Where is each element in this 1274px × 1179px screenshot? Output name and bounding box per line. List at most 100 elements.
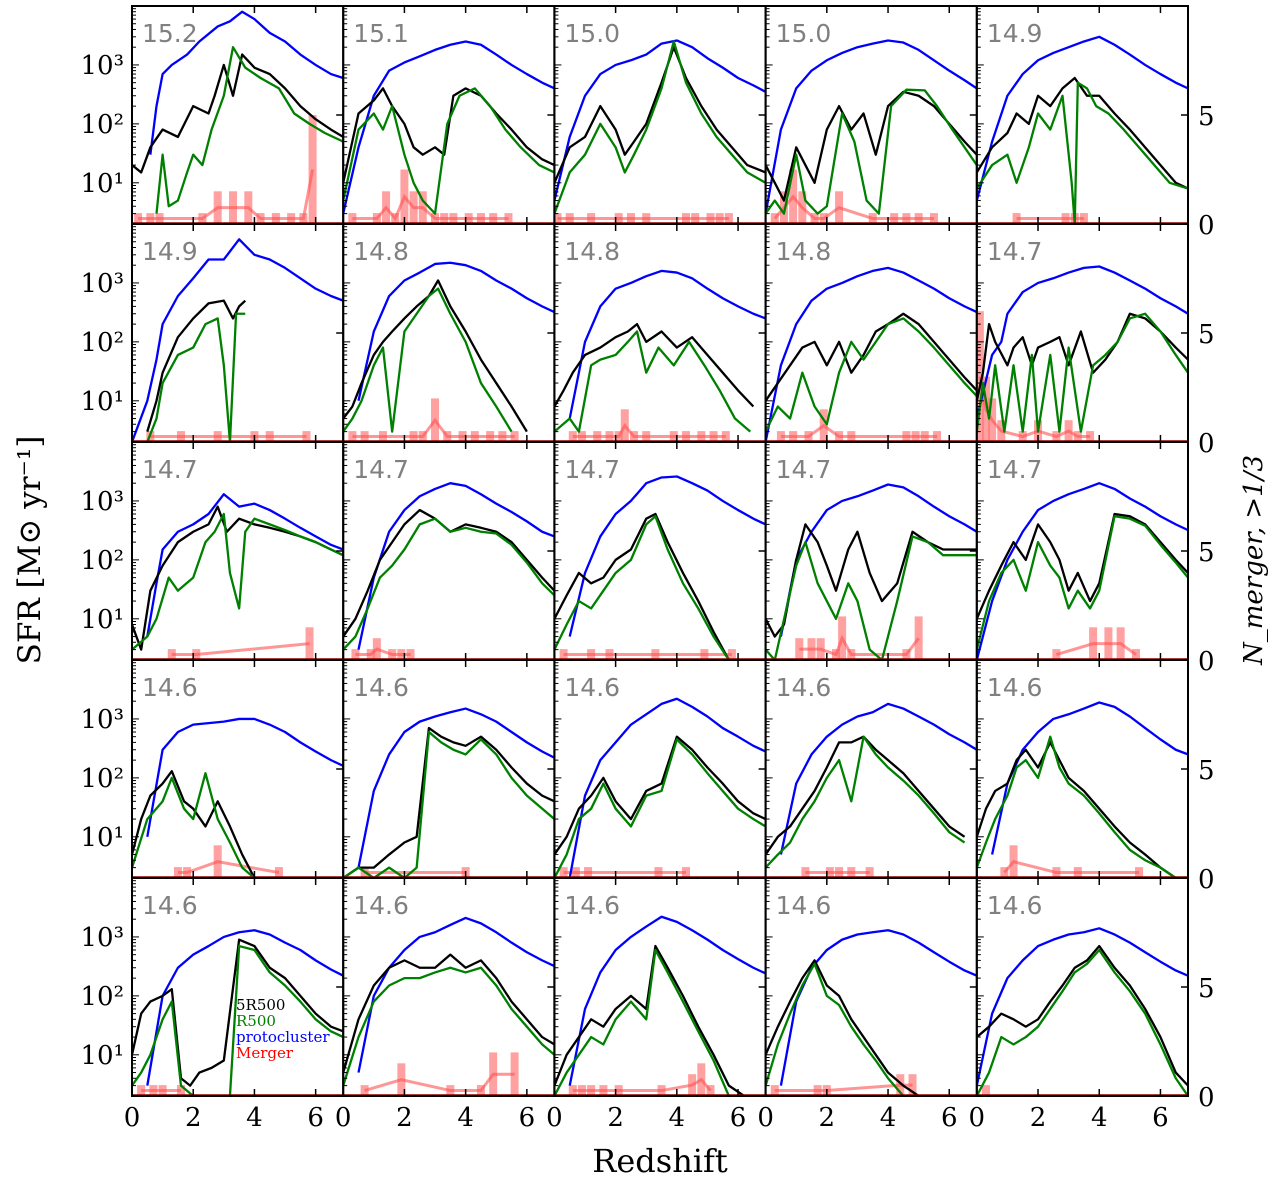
5r500-line [343,953,555,1073]
5r500-line [554,512,730,660]
merger-line [177,860,280,875]
merger-line [572,423,726,439]
panel-mass-label: 14.6 [776,891,832,920]
panel-mass-label: 14.7 [987,237,1043,266]
5r500-line [765,959,920,1096]
panel-plot-area [765,929,977,1096]
5r500-line [765,523,977,638]
y-axis-right-label: N_merger, >1/3 [1239,455,1269,666]
panel-plot-area [976,265,1188,442]
5r500-line [554,735,766,856]
r500-line [765,535,977,660]
panel: 14.7 [764,441,978,661]
5r500-line [146,299,247,432]
r500-line [976,515,1188,650]
x-tick-label: 4 [1091,1103,1108,1133]
panel: 14.8 [342,223,556,443]
panel-mass-label: 14.8 [776,237,832,266]
protocluster-line [146,929,344,1086]
panel-plot-area [765,483,977,660]
y-tick-label: 10² [80,764,124,794]
panel-mass-label: 15.1 [353,19,409,48]
panel-mass-label: 14.6 [353,673,409,702]
r500-line [976,312,1188,433]
r500-line [343,287,513,433]
panel-mass-label: 14.6 [987,891,1043,920]
panel-mass-label: 14.6 [142,891,198,920]
panel-plot-area [976,482,1188,660]
panel-plot-area [765,266,977,442]
r500-line [976,81,1188,224]
legend-entry: R500 [236,1012,276,1030]
panel-mass-label: 14.7 [142,455,198,484]
y-tick-label: 10¹ [80,823,124,853]
y-right-tick-label: 5 [1198,756,1215,786]
panel-plot-area [765,702,977,878]
panel: 14.9 [975,5,1189,225]
y-tick-label: 10² [80,982,124,1012]
protocluster-line [357,261,555,402]
y-tick-label: 10³ [80,269,124,299]
r500-line [554,330,752,433]
protocluster-line [568,915,766,1086]
x-tick-label: 4 [457,1103,474,1133]
panel: 14.7 [553,441,767,661]
y-axis-label: SFR [M⊙ yr⁻¹] [12,436,48,665]
5r500-line [554,322,755,408]
x-tick-label: 6 [941,1103,958,1133]
x-tick-label: 2 [819,1103,836,1133]
r500-line [155,46,344,214]
panel-plot-area [976,927,1188,1096]
r500-line [976,735,1177,878]
r500-line [976,948,1188,1096]
x-tick-label: 0 [969,1103,986,1133]
panel-plot-area [976,701,1188,878]
x-tick-label: 4 [880,1103,897,1133]
panel: 14.8 [764,223,978,443]
r500-line [343,730,555,878]
r500-line [554,515,730,660]
panel: 14.6 [975,877,1189,1097]
panel-plot-area [343,261,555,442]
r500-line [343,87,555,215]
panel: 14.6 [764,659,978,879]
5r500-line [132,53,344,174]
panel-mass-label: 14.7 [776,455,832,484]
panel: 14.7 [342,441,556,661]
protocluster-line [357,916,555,1073]
5r500-line [976,76,1188,190]
y-right-tick-label: 5 [1198,320,1215,350]
panel-mass-label: 15.0 [564,19,620,48]
y-right-tick-label: 0 [1198,647,1215,677]
protocluster-line [146,717,344,838]
merger-line [355,647,411,657]
protocluster-line [779,929,977,1086]
legend-entry: Merger [236,1044,294,1062]
panel-mass-label: 14.7 [564,455,620,484]
y-right-tick-label: 0 [1198,865,1215,895]
protocluster-line [568,269,766,419]
panel-mass-label: 14.7 [353,455,409,484]
panel: 14.6 [764,877,978,1097]
5r500-line [765,312,977,402]
protocluster-line [976,482,1188,660]
legend-entry: protocluster [236,1028,330,1046]
panel: 14.7 [131,441,345,661]
r500-line [554,738,766,878]
panel: 14.8 [553,223,767,443]
5r500-line [554,944,745,1096]
panel-plot-area [765,39,977,224]
merger-line [352,417,515,439]
y-tick-label: 10¹ [80,605,124,635]
y-right-tick-label: 0 [1198,211,1215,241]
merger-line [352,193,509,222]
r500-line [146,312,246,442]
y-tick-label: 10³ [80,487,124,517]
r500-line [765,88,977,215]
panel-mass-label: 14.6 [564,673,620,702]
x-tick-label: 6 [307,1103,324,1133]
panel: 15.0 [764,5,978,225]
protocluster-line [132,238,344,442]
y-right-tick-label: 5 [1198,102,1215,132]
